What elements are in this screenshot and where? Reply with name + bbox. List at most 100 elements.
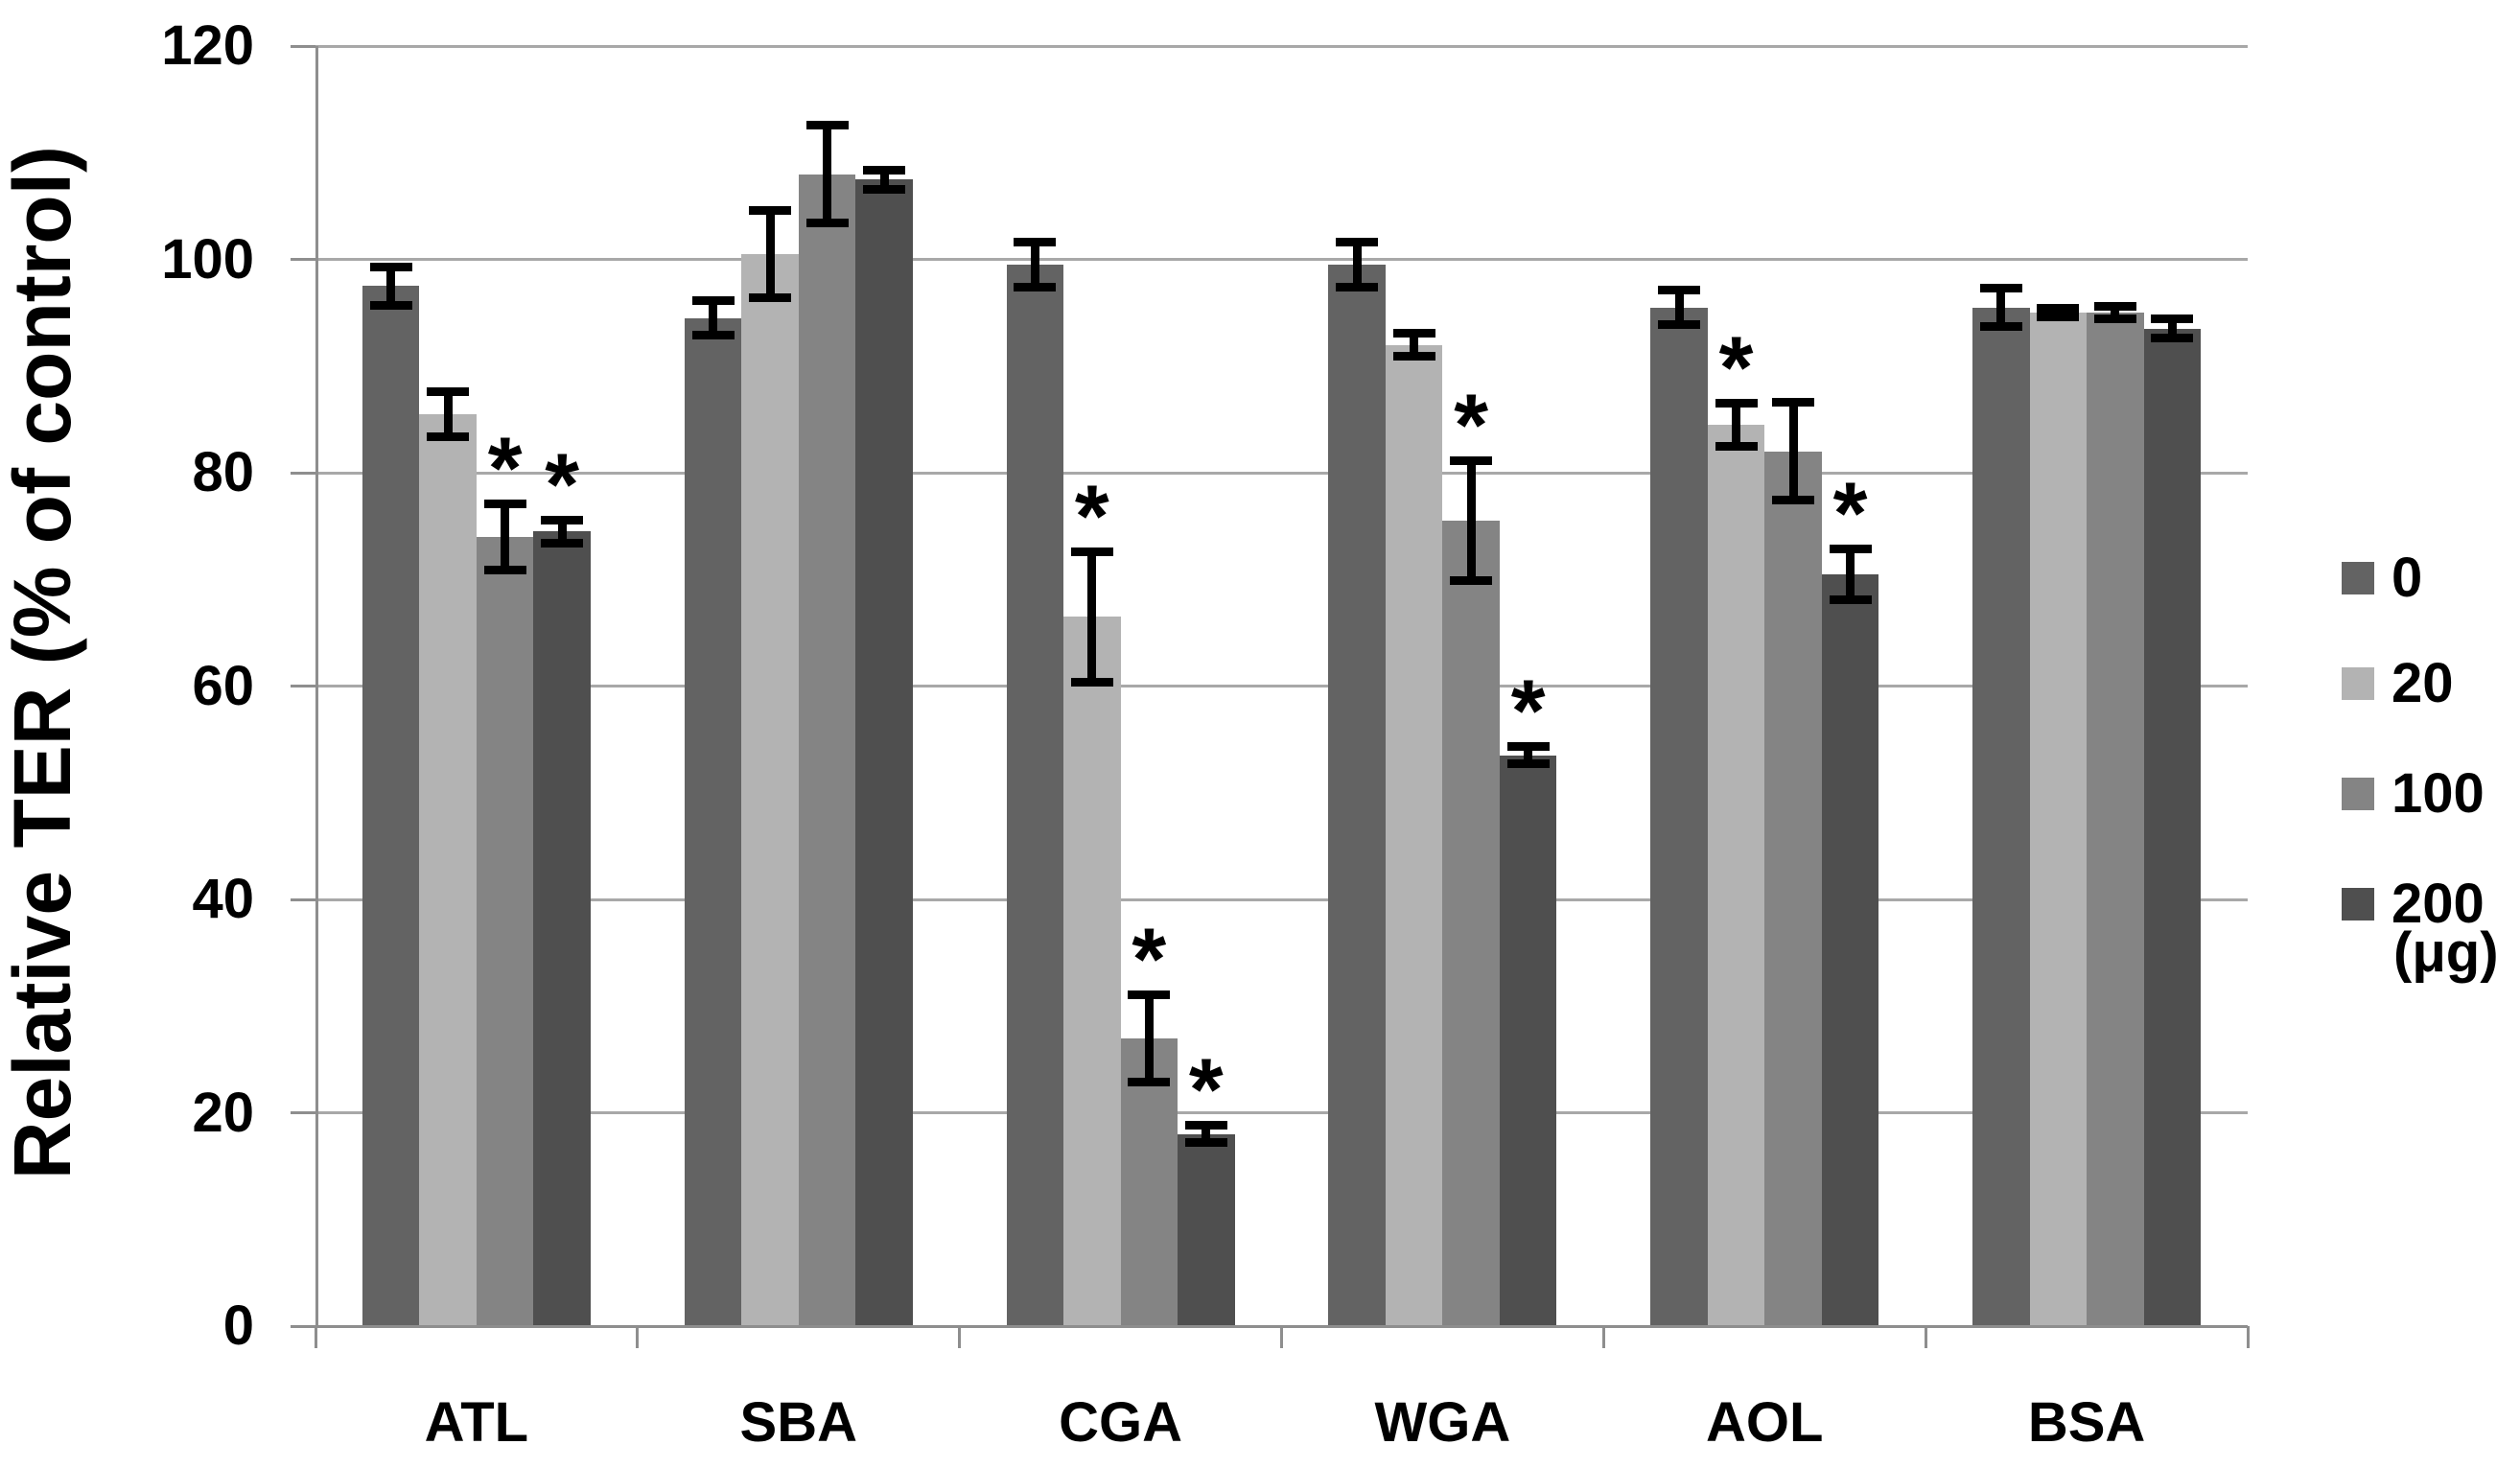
error-bar-bottom-cap-WGA-0	[1336, 282, 1379, 291]
error-bar-SBA-0	[709, 296, 717, 339]
error-bar-top-cap-CGA-200	[1184, 1121, 1227, 1130]
bar-ATL-200	[533, 531, 591, 1326]
error-bar-bottom-cap-BSA-0	[1979, 322, 2022, 332]
error-bar-bottom-cap-AOL-200	[1829, 594, 1872, 604]
error-bar-bottom-cap-AOL-100	[1772, 496, 1814, 505]
error-bar-bottom-cap-BSA-100	[2093, 315, 2136, 324]
error-bar-bottom-cap-SBA-20	[749, 293, 791, 302]
error-bar-WGA-20	[1410, 328, 1419, 361]
bar-SBA-0	[684, 317, 742, 1326]
bar-SBA-20	[741, 253, 799, 1326]
error-bar-ATL-20	[443, 387, 453, 441]
y-tick-20	[291, 1111, 315, 1114]
bar-ATL-100	[476, 536, 534, 1326]
x-tick-5	[1924, 1326, 1927, 1348]
category-label-AOL: AOL	[1706, 1391, 1824, 1454]
y-axis-line	[315, 46, 318, 1326]
error-bar-bottom-cap-WGA-200	[1506, 759, 1550, 769]
bar-BSA-100	[2087, 313, 2144, 1326]
bar-ATL-0	[362, 286, 420, 1326]
error-bar-BSA-100	[2111, 302, 2120, 324]
x-tick-1	[636, 1326, 640, 1348]
error-bar-bottom-cap-AOL-20	[1715, 441, 1758, 451]
bar-AOL-0	[1650, 307, 1708, 1326]
bar-AOL-200	[1821, 573, 1879, 1326]
y-tick-label-20: 20	[192, 1081, 254, 1144]
error-bar-bottom-cap-CGA-20	[1070, 677, 1113, 687]
bar-WGA-20	[1385, 344, 1443, 1326]
category-label-SBA: SBA	[739, 1391, 857, 1454]
gridline-100	[315, 258, 2248, 261]
error-bar-CGA-100	[1144, 990, 1154, 1086]
y-tick-120	[291, 44, 315, 48]
x-tick-6	[2246, 1326, 2250, 1348]
y-tick-label-100: 100	[161, 227, 254, 291]
significance-asterisk-CGA-200: *	[1188, 1041, 1224, 1140]
error-bar-top-cap-WGA-200	[1506, 742, 1550, 752]
error-bar-BSA-0	[1996, 284, 2006, 332]
y-tick-label-0: 0	[222, 1294, 254, 1357]
legend-unit-label: (μg)	[2393, 921, 2499, 984]
error-bar-ATL-0	[386, 262, 396, 310]
x-tick-2	[958, 1326, 962, 1348]
error-bar-bottom-cap-ATL-100	[483, 565, 526, 574]
error-bar-WGA-100	[1466, 456, 1476, 585]
error-bar-bottom-cap-ATL-20	[427, 431, 470, 441]
error-bar-bottom-cap-AOL-0	[1658, 319, 1700, 329]
y-tick-60	[291, 685, 315, 687]
category-label-BSA: BSA	[2027, 1391, 2146, 1454]
error-bar-top-cap-SBA-20	[749, 205, 791, 215]
error-bar-top-cap-CGA-20	[1070, 547, 1113, 556]
significance-asterisk-ATL-200: *	[545, 435, 580, 534]
error-bar-bottom-cap-SBA-0	[691, 330, 735, 339]
x-tick-4	[1601, 1326, 1605, 1348]
gridline-80	[315, 471, 2248, 475]
error-bar-top-cap-AOL-100	[1772, 398, 1814, 408]
error-bar-bottom-cap-WGA-20	[1392, 352, 1435, 361]
error-bar-top-cap-BSA-200	[2151, 315, 2194, 324]
bar-CGA-100	[1120, 1037, 1178, 1326]
bar-AOL-20	[1707, 424, 1765, 1326]
error-bar-top-cap-BSA-0	[1979, 284, 2022, 293]
bar-CGA-0	[1006, 265, 1064, 1326]
legend-swatch-20	[2342, 667, 2374, 700]
legend-label-200: 200	[2392, 873, 2485, 935]
error-bar-top-cap-AOL-200	[1829, 544, 1872, 553]
error-bar-CGA-20	[1087, 547, 1097, 687]
y-tick-label-80: 80	[192, 441, 254, 503]
bar-BSA-0	[1972, 307, 2030, 1326]
significance-asterisk-AOL-200: *	[1832, 464, 1868, 563]
error-bar-top-cap-WGA-0	[1336, 238, 1379, 247]
error-bar-bottom-cap-WGA-100	[1450, 575, 1493, 585]
error-bar-top-cap-AOL-0	[1658, 286, 1700, 295]
bar-CGA-200	[1178, 1133, 1235, 1326]
error-bar-bottom-cap-SBA-200	[863, 184, 905, 194]
error-bar-top-cap-CGA-100	[1128, 990, 1171, 999]
legend-swatch-100	[2342, 778, 2374, 810]
legend-label-0: 0	[2392, 547, 2423, 609]
error-bar-top-cap-ATL-20	[427, 387, 470, 396]
bar-ATL-20	[419, 413, 477, 1326]
error-bar-SBA-100	[823, 120, 831, 228]
significance-asterisk-WGA-100: *	[1454, 377, 1489, 476]
error-bar-top-cap-WGA-100	[1450, 456, 1493, 466]
y-tick-label-120: 120	[161, 14, 254, 77]
y-tick-label-60: 60	[192, 654, 254, 717]
bar-BSA-200	[2143, 328, 2202, 1326]
error-bar-bottom-cap-SBA-100	[805, 219, 849, 228]
gridline-60	[315, 685, 2248, 687]
error-bar-WGA-0	[1352, 238, 1362, 291]
legend-label-20: 20	[2392, 652, 2454, 714]
error-bar-top-cap-ATL-200	[541, 515, 584, 524]
error-bar-top-cap-SBA-200	[863, 165, 905, 175]
error-bar-SBA-200	[879, 165, 889, 194]
bar-WGA-100	[1442, 521, 1500, 1326]
error-bar-SBA-20	[765, 205, 775, 302]
bar-BSA-20	[2029, 313, 2088, 1326]
gridline-20	[315, 1111, 2248, 1114]
error-bar-bottom-cap-ATL-200	[541, 538, 584, 548]
error-bar-ATL-200	[557, 515, 567, 548]
error-bar-AOL-20	[1732, 399, 1740, 451]
significance-asterisk-CGA-20: *	[1074, 467, 1109, 566]
